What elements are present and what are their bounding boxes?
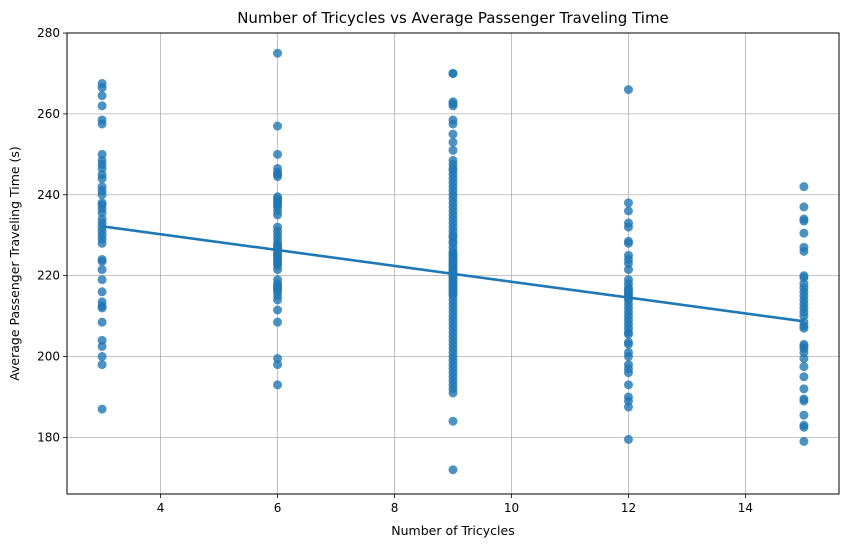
data-point (97, 174, 107, 184)
y-axis-ticks: 180 200 220 240 260 280 (37, 26, 67, 444)
data-point (623, 352, 633, 362)
data-point (97, 119, 107, 129)
data-point (97, 404, 107, 414)
data-point (799, 396, 809, 406)
data-point (799, 384, 809, 394)
data-point (623, 238, 633, 248)
data-point (623, 380, 633, 390)
data-point (799, 362, 809, 372)
x-axis-label: Number of Tricycles (391, 523, 514, 538)
data-point (97, 265, 107, 275)
data-point (799, 182, 809, 192)
data-point (799, 202, 809, 212)
y-tick-label: 200 (37, 350, 60, 364)
data-point (97, 256, 107, 266)
data-point (273, 121, 283, 131)
data-point (273, 360, 283, 370)
data-point (448, 119, 458, 129)
data-point (273, 295, 283, 305)
data-point (623, 339, 633, 349)
data-point (448, 416, 458, 426)
data-point (273, 172, 283, 182)
data-points (97, 48, 809, 475)
data-point (799, 246, 809, 256)
data-point (448, 137, 458, 147)
data-point (97, 287, 107, 297)
data-point (97, 238, 107, 248)
y-tick-label: 240 (37, 188, 60, 202)
data-point (799, 323, 809, 333)
regression-line-layer (101, 225, 805, 323)
data-point (97, 91, 107, 101)
data-point (97, 317, 107, 327)
data-point (448, 145, 458, 155)
data-point (97, 360, 107, 370)
x-tick-label: 4 (157, 501, 165, 515)
data-point (799, 436, 809, 446)
data-point (97, 101, 107, 111)
data-point (273, 305, 283, 315)
chart-title: Number of Tricycles vs Average Passenger… (237, 9, 669, 27)
x-tick-label: 12 (621, 501, 636, 515)
data-point (97, 303, 107, 313)
data-point (623, 85, 633, 95)
data-point (448, 101, 458, 111)
regression-line (101, 225, 805, 323)
x-tick-label: 6 (274, 501, 282, 515)
data-point (623, 198, 633, 208)
x-axis-ticks: 4 6 8 10 12 14 (157, 494, 753, 515)
data-point (448, 388, 458, 398)
data-point (448, 465, 458, 475)
data-point (97, 83, 107, 93)
data-point (273, 48, 283, 58)
data-point (799, 422, 809, 432)
data-point (799, 216, 809, 226)
data-point (623, 265, 633, 275)
data-point (273, 210, 283, 220)
y-tick-label: 180 (37, 430, 60, 444)
data-point (623, 222, 633, 232)
data-point (273, 380, 283, 390)
data-point (273, 149, 283, 159)
data-point (623, 368, 633, 378)
data-point (623, 434, 633, 444)
y-tick-label: 280 (37, 26, 60, 40)
data-point (799, 354, 809, 364)
y-tick-label: 260 (37, 107, 60, 121)
plot-frame (66, 32, 840, 495)
data-point (799, 228, 809, 238)
x-tick-label: 8 (391, 501, 399, 515)
data-point (97, 190, 107, 200)
data-point (623, 206, 633, 216)
x-tick-label: 10 (504, 501, 519, 515)
x-tick-label: 14 (738, 501, 753, 515)
data-point (799, 372, 809, 382)
data-point (97, 352, 107, 362)
data-point (623, 402, 633, 412)
data-point (273, 317, 283, 327)
y-tick-label: 220 (37, 269, 60, 283)
data-point (623, 329, 633, 339)
data-point (799, 410, 809, 420)
y-axis-label: Average Passenger Traveling Time (s) (7, 146, 22, 381)
data-point (448, 68, 458, 78)
data-point (448, 129, 458, 139)
data-point (97, 275, 107, 285)
data-point (97, 341, 107, 351)
data-point (273, 265, 283, 275)
